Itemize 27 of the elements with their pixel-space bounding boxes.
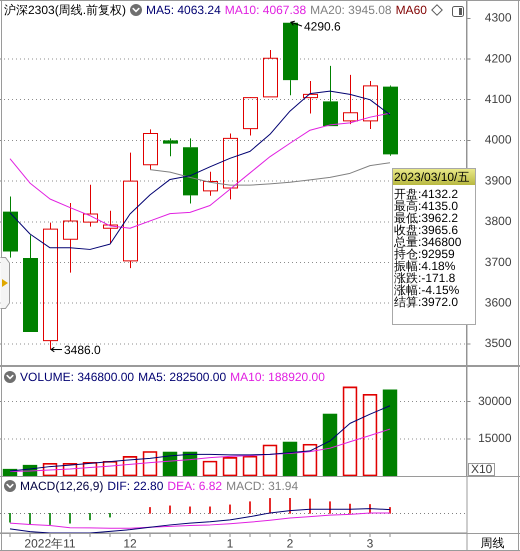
y-tick-label: 3500 [484, 336, 512, 350]
annotation: 4290.6 [304, 19, 342, 34]
annotation: 开盘:4132.2 [393, 187, 460, 201]
annotation: 结算:3972.0 [393, 295, 460, 309]
legend-label: MA60 [396, 3, 427, 17]
y-tick-label: 4100 [484, 92, 512, 106]
text: MA10: 4067.38 [224, 3, 306, 17]
annotation: 收盘:3965.6 [393, 223, 460, 237]
annotation: 2023/03/10/五 [393, 169, 475, 185]
y-tick-label: 4300 [484, 10, 512, 25]
text: MA20: 3945.08 [310, 3, 392, 17]
annotation: 最低:3962.2 [393, 211, 460, 225]
y-tick-label: 4000 [484, 132, 512, 147]
annotation: 振幅:4.18% [393, 259, 456, 273]
y-tick-label: 4200 [484, 51, 512, 66]
annotation: 涨跌:-171.8 [393, 271, 456, 285]
y-tick-label: 3900 [484, 173, 512, 188]
text: MA5: 4063.24 [146, 3, 221, 17]
annotation: 最高:4135.0 [393, 199, 460, 213]
annotation: 3486.0 [64, 342, 102, 357]
annotation: 持仓:92959 [393, 247, 456, 261]
annotation: 涨幅:-4.15% [393, 283, 460, 297]
y-tick-label: 3600 [484, 295, 512, 310]
annotation: 总量:346800 [393, 235, 462, 249]
y-tick-label: 3800 [484, 214, 512, 228]
y-tick-label: 3700 [484, 254, 512, 269]
chart-title: 沪深2303(周线.前复权) [4, 3, 126, 17]
